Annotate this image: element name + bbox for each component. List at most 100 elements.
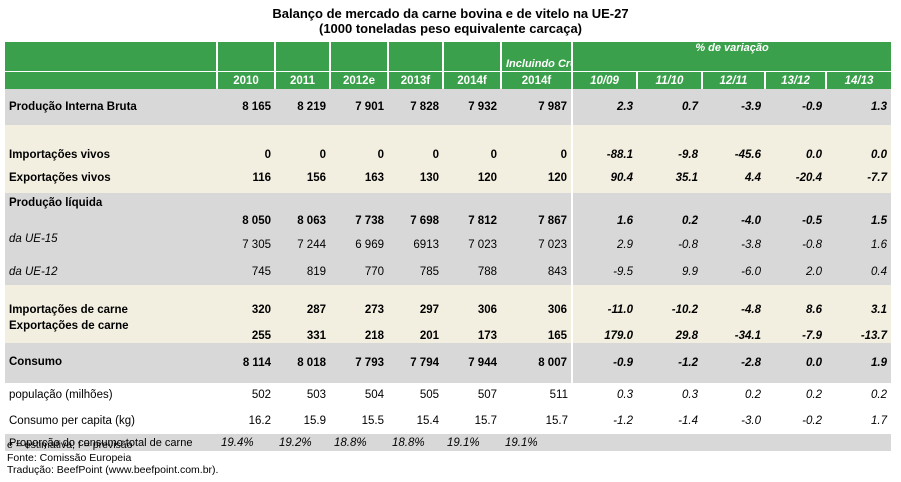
- table-cell: 201: [388, 319, 443, 343]
- table-cell: 7 023: [501, 231, 572, 259]
- footnote-translation: Tradução: BeefPoint (www.beefpoint.com.b…: [7, 464, 219, 476]
- table-row: Exportações vivos 116 156 163 130 120 120 90.…: [5, 163, 892, 193]
- table-cell: -0.8: [637, 231, 702, 259]
- table-cell: 19.1%: [501, 434, 572, 451]
- table-cell: [572, 434, 637, 451]
- table-cell: -0.5: [765, 193, 826, 231]
- table-cell: 116: [217, 163, 275, 193]
- table-cell: 18.8%: [388, 434, 443, 451]
- table-cell: 15.4: [388, 407, 443, 434]
- table-cell: 7 793: [330, 343, 388, 383]
- table-cell: 35.1: [637, 163, 702, 193]
- row-label: Proporção do consumo total de carne: [5, 434, 217, 451]
- table-cell: 8 219: [275, 89, 330, 125]
- table-cell: 0.2: [765, 383, 826, 407]
- table-cell: 15.9: [275, 407, 330, 434]
- table-cell: 7 932: [443, 89, 501, 125]
- footnote-source: Fonte: Comissão Europeia: [7, 451, 132, 464]
- row-label: da UE-15: [5, 231, 217, 259]
- table-row: Exportações de carne 255 331 218 201 173 165 …: [5, 319, 892, 343]
- table-cell: 0: [275, 125, 330, 163]
- row-label: Exportações de carne: [5, 319, 217, 343]
- table-cell: 0.0: [765, 125, 826, 163]
- table-cell: 1.9: [826, 343, 892, 383]
- table-cell: 120: [443, 163, 501, 193]
- table-row: população (milhões) 502 503 504 505 507 511 0…: [5, 383, 892, 407]
- table-cell: 1.7: [826, 407, 892, 434]
- row-label: Consumo: [5, 343, 217, 383]
- table-cell: 0.3: [637, 383, 702, 407]
- table-cell: 1.6: [826, 231, 892, 259]
- header-row-columns: 2010 2011 2012e 2013f 2014f 2014f 10/09 …: [5, 71, 892, 89]
- row-label: Produção líquida: [5, 193, 217, 231]
- market-balance-table: Incluindo Croácia % de variação 2010 201…: [5, 42, 892, 451]
- table-cell: 785: [388, 259, 443, 285]
- table-cell: 1.6: [571, 193, 637, 231]
- table-cell: -9.5: [571, 259, 637, 285]
- row-label: Importações de carne: [5, 285, 217, 319]
- column-header: 10/09: [571, 71, 637, 89]
- table-cell: 0: [501, 125, 572, 163]
- table-cell: 7 698: [388, 193, 443, 231]
- table-cell: 130: [388, 163, 443, 193]
- table-cell: -0.8: [765, 231, 826, 259]
- table-row: Consumo per capita (kg) 16.2 15.9 15.5 15.4…: [5, 407, 892, 434]
- table-cell: 15.5: [330, 407, 388, 434]
- column-header: 13/12: [764, 71, 826, 89]
- column-header: 2012e: [329, 71, 388, 89]
- table-cell: -10.2: [637, 285, 702, 319]
- table-cell: -6.0: [702, 259, 765, 285]
- table-row: Importações de carne 320 287 273 297 306 306 …: [5, 285, 892, 319]
- table-cell: 0: [217, 125, 275, 163]
- table-cell: -7.9: [765, 319, 826, 343]
- table-cell: 1.3: [826, 89, 892, 125]
- table-cell: 7 987: [501, 89, 572, 125]
- table-cell: 297: [388, 285, 443, 319]
- table-cell: 7 901: [330, 89, 388, 125]
- row-label: Importações vivos: [5, 125, 217, 163]
- column-header: 14/13: [824, 71, 892, 89]
- table-cell: 19.1%: [443, 434, 501, 451]
- table-cell: 6 969: [330, 231, 388, 259]
- table-cell: -3.9: [702, 89, 765, 125]
- table-cell: 507: [443, 383, 501, 407]
- table-cell: -34.1: [702, 319, 765, 343]
- table-cell: 7 944: [443, 343, 501, 383]
- table-cell: 0.4: [826, 259, 892, 285]
- row-label: da UE-12: [5, 259, 217, 285]
- table-cell: 0.2: [637, 193, 702, 231]
- table-cell: -1.2: [572, 407, 637, 434]
- column-header: 2014f: [500, 71, 572, 89]
- table-cell: 9.9: [637, 259, 702, 285]
- table-cell: 163: [330, 163, 388, 193]
- table-cell: 8 063: [275, 193, 330, 231]
- table-cell: 0: [330, 125, 388, 163]
- column-header: 2014f: [442, 71, 501, 89]
- table-cell: 15.7: [443, 407, 501, 434]
- table-cell: 7 828: [388, 89, 443, 125]
- row-label: Consumo per capita (kg): [5, 407, 217, 434]
- table-cell: 306: [443, 285, 501, 319]
- table-cell: 0: [388, 125, 443, 163]
- table-cell: -3.0: [702, 407, 765, 434]
- table-cell: -88.1: [571, 125, 637, 163]
- table-cell: 0.2: [702, 383, 765, 407]
- table-cell: 173: [443, 319, 501, 343]
- table-row: Produção líquida 8 050 8 063 7 738 7 698 7 8…: [5, 193, 892, 231]
- table-cell: -2.8: [702, 343, 765, 383]
- table-cell: 1.5: [826, 193, 892, 231]
- table-cell: 0.2: [826, 383, 892, 407]
- table-cell: -0.9: [765, 89, 826, 125]
- table-cell: 2.9: [571, 231, 637, 259]
- table-cell: 4.4: [702, 163, 765, 193]
- table-cell: 7 305: [217, 231, 275, 259]
- table-cell: 7 244: [275, 231, 330, 259]
- table-cell: 7 023: [443, 231, 501, 259]
- table-cell: 6913: [388, 231, 443, 259]
- table-cell: -11.0: [571, 285, 637, 319]
- table-cell: 7 738: [330, 193, 388, 231]
- footnotes: e = estimativa; f = previsão Fonte: Comi…: [7, 439, 218, 477]
- table-cell: 0.7: [637, 89, 702, 125]
- table-cell: 2.3: [571, 89, 637, 125]
